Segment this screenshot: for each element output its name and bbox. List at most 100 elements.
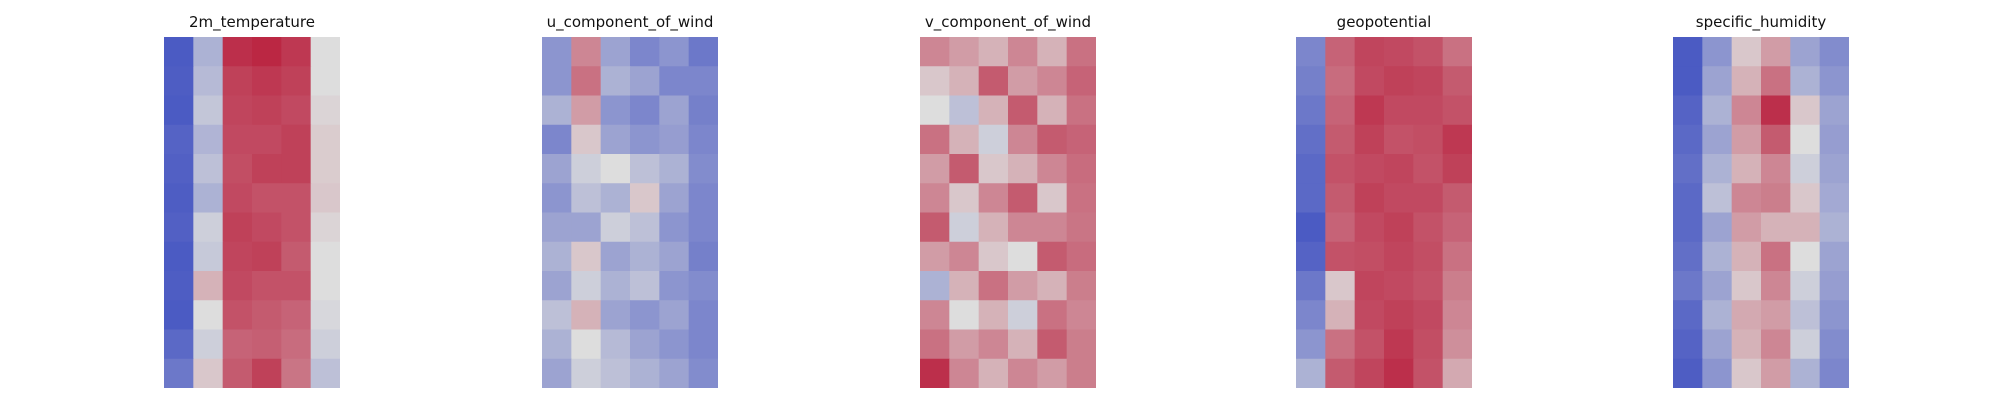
- heatmap-cell: [1413, 66, 1444, 97]
- heatmap-cell: [949, 183, 980, 214]
- heatmap-cell: [1296, 37, 1326, 67]
- heatmap-geopotential: [1296, 37, 1472, 388]
- heatmap-cell: [1819, 66, 1849, 97]
- heatmap-cell: [193, 329, 224, 360]
- heatmap-cell: [252, 37, 282, 67]
- heatmap-cell: [571, 329, 602, 360]
- heatmap-cell: [1731, 212, 1762, 243]
- heatmap-cell: [164, 66, 194, 97]
- heatmap-cell: [222, 271, 253, 301]
- heatmap-cell: [1008, 212, 1038, 243]
- heatmap-cell: [542, 124, 572, 155]
- heatmap-cell: [164, 241, 194, 272]
- heatmap-cell: [1296, 358, 1326, 388]
- heatmap-cell: [1037, 300, 1068, 331]
- heatmap-cell: [542, 358, 572, 388]
- heatmap-cell: [1761, 154, 1791, 184]
- heatmap-cell: [193, 183, 224, 214]
- heatmap-cell: [1702, 183, 1733, 214]
- heatmap-cell: [1731, 124, 1762, 155]
- heatmap-cell: [978, 358, 1009, 388]
- heatmap-cell: [1673, 154, 1703, 184]
- heatmap-cell: [252, 124, 282, 155]
- heatmap-cell: [281, 183, 312, 214]
- heatmap-cell: [1790, 183, 1821, 214]
- heatmap-cell: [1442, 183, 1472, 214]
- heatmap-cell: [310, 95, 340, 126]
- panel-u-component-of-wind: u_component_of_wind: [542, 10, 718, 390]
- heatmap-cell: [1790, 300, 1821, 331]
- heatmap-cell: [1037, 358, 1068, 388]
- heatmap-cell: [949, 212, 980, 243]
- heatmap-cell: [1296, 241, 1326, 272]
- heatmap-cell: [1413, 300, 1444, 331]
- heatmap-cell: [1384, 183, 1414, 214]
- heatmap-cell: [1354, 183, 1385, 214]
- heatmap-cell: [1037, 37, 1068, 67]
- heatmap-cell: [571, 300, 602, 331]
- heatmap-cell: [252, 358, 282, 388]
- heatmap-cell: [1325, 300, 1356, 331]
- heatmap-cell: [630, 300, 660, 331]
- heatmap-cell: [659, 154, 690, 184]
- heatmap-cell: [222, 329, 253, 360]
- heatmap-cell: [1354, 329, 1385, 360]
- heatmap-cell: [1413, 241, 1444, 272]
- heatmap-cell: [1325, 66, 1356, 97]
- heatmap-cell: [1008, 271, 1038, 301]
- heatmap-cell: [571, 271, 602, 301]
- heatmap-cell: [1761, 66, 1791, 97]
- heatmap-cell: [1066, 183, 1096, 214]
- heatmap-cell: [600, 37, 631, 67]
- heatmap-cell: [920, 300, 950, 331]
- heatmap-cell: [1384, 66, 1414, 97]
- heatmap-cell: [1413, 183, 1444, 214]
- heatmap-cell: [1325, 358, 1356, 388]
- heatmap-cell: [310, 271, 340, 301]
- heatmap-cell: [252, 329, 282, 360]
- heatmap-cell: [310, 37, 340, 67]
- heatmap-cell: [1761, 37, 1791, 67]
- heatmap-cell: [542, 241, 572, 272]
- heatmap-cell: [1384, 241, 1414, 272]
- heatmap-cell: [600, 300, 631, 331]
- heatmap-cell: [164, 154, 194, 184]
- heatmap-cell: [193, 241, 224, 272]
- heatmap-cell: [688, 271, 718, 301]
- heatmap-cell: [193, 358, 224, 388]
- heatmap-cell: [310, 124, 340, 155]
- heatmap-cell: [1673, 95, 1703, 126]
- heatmap-cell: [1066, 154, 1096, 184]
- heatmap-cell: [1673, 183, 1703, 214]
- heatmap-cell: [1819, 300, 1849, 331]
- heatmap-cell: [1066, 300, 1096, 331]
- heatmap-cell: [1384, 154, 1414, 184]
- heatmap-cell: [1325, 212, 1356, 243]
- heatmap-cell: [1008, 124, 1038, 155]
- panel-title: v_component_of_wind: [924, 13, 1092, 31]
- heatmap-cell: [1731, 329, 1762, 360]
- heatmap-cell: [1354, 124, 1385, 155]
- heatmap-cell: [1325, 329, 1356, 360]
- heatmap-cell: [281, 124, 312, 155]
- heatmap-cell: [542, 154, 572, 184]
- heatmap-cell: [1702, 212, 1733, 243]
- heatmap-cell: [1413, 154, 1444, 184]
- heatmap-cell: [222, 66, 253, 97]
- heatmap-cell: [630, 271, 660, 301]
- heatmap-cell: [281, 271, 312, 301]
- heatmap-cell: [920, 271, 950, 301]
- heatmap-cell: [1761, 358, 1791, 388]
- heatmap-cell: [920, 124, 950, 155]
- heatmap-cell: [1819, 271, 1849, 301]
- heatmap-cell: [1008, 183, 1038, 214]
- heatmap-cell: [920, 37, 950, 67]
- heatmap-cell: [1819, 183, 1849, 214]
- heatmap-cell: [193, 300, 224, 331]
- heatmap-cell: [1354, 37, 1385, 67]
- heatmap-cell: [1384, 300, 1414, 331]
- heatmap-cell: [1008, 329, 1038, 360]
- heatmap-cell: [978, 124, 1009, 155]
- heatmap-cell: [1008, 95, 1038, 126]
- heatmap-cell: [630, 95, 660, 126]
